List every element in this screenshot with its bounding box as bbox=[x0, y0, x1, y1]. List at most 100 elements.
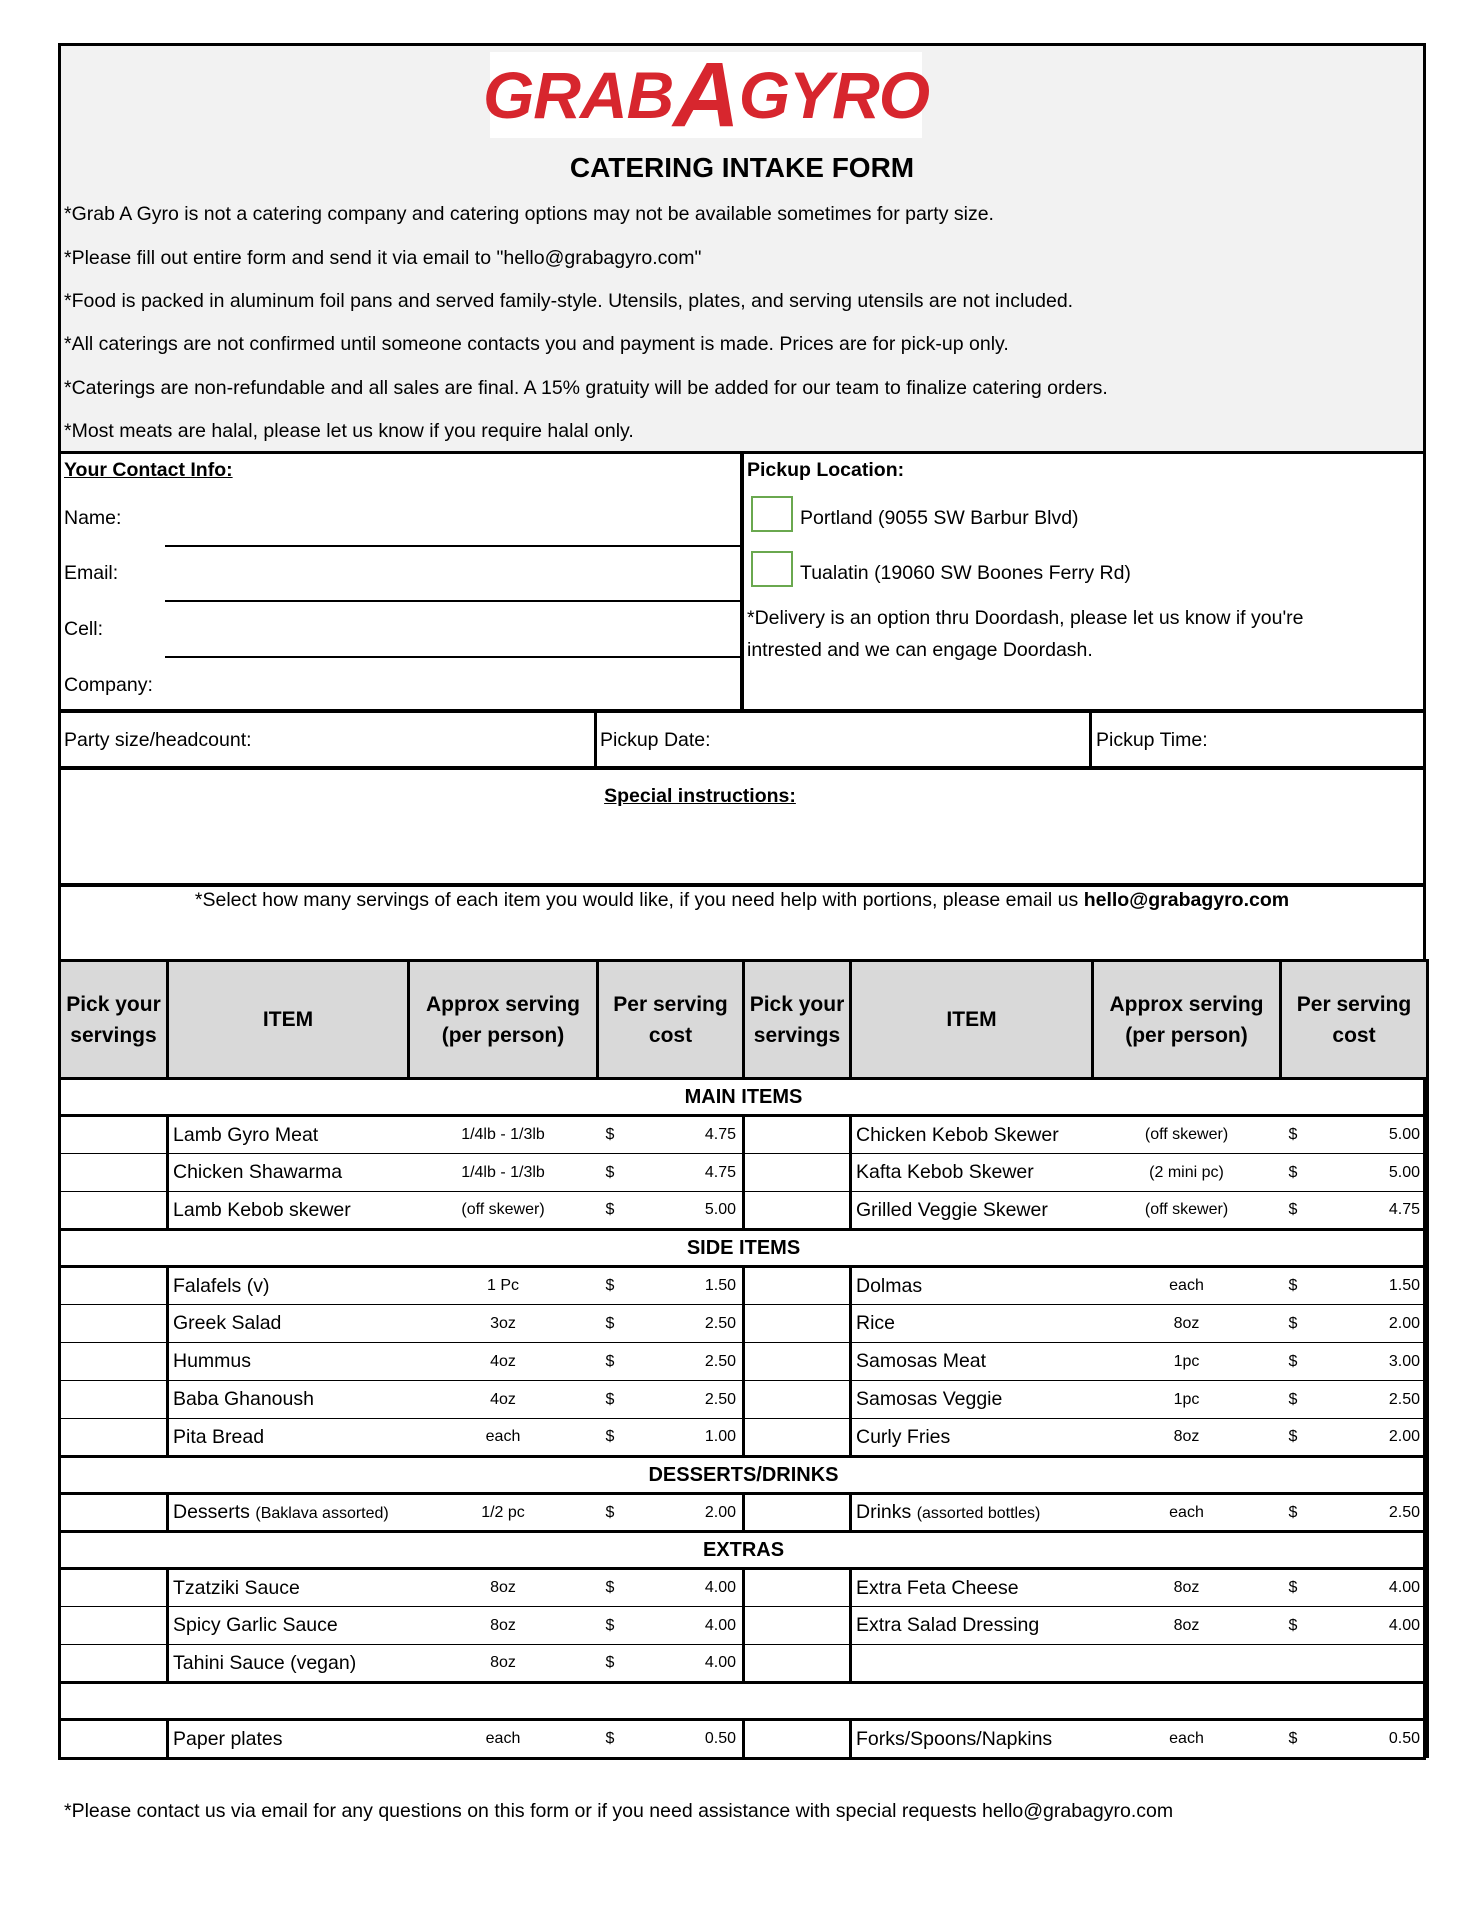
cost: 1.50 bbox=[637, 1266, 744, 1305]
pickup-heading: Pickup Location: bbox=[747, 459, 905, 481]
section-header: MAIN ITEMS bbox=[58, 1077, 1429, 1117]
servings-input[interactable] bbox=[742, 1493, 852, 1532]
item-name: Grilled Veggie Skewer bbox=[850, 1191, 1093, 1230]
table-row: Greek Salad 3oz $2.50 Rice 8oz $2.00 bbox=[58, 1304, 1429, 1343]
servings-input[interactable] bbox=[58, 1568, 169, 1607]
table-row: Tzatziki Sauce 8oz $4.00 Extra Feta Cheese 8… bbox=[58, 1568, 1429, 1607]
cost: 4.00 bbox=[1320, 1606, 1429, 1645]
servings-input[interactable] bbox=[742, 1380, 852, 1419]
divider bbox=[1089, 711, 1092, 768]
cost: 0.50 bbox=[637, 1719, 744, 1758]
approx-serving: 1pc bbox=[1092, 1380, 1281, 1419]
servings-input[interactable] bbox=[58, 1153, 169, 1192]
approx-serving: each bbox=[1092, 1719, 1281, 1758]
cost: 2.50 bbox=[1320, 1493, 1429, 1532]
cost: 2.00 bbox=[1320, 1418, 1429, 1457]
servings-input[interactable] bbox=[58, 1493, 169, 1532]
cost: 4.75 bbox=[1320, 1191, 1429, 1230]
name-field[interactable] bbox=[165, 545, 740, 547]
item-name: Chicken Kebob Skewer bbox=[850, 1115, 1093, 1154]
item-name: Forks/Spoons/Napkins bbox=[850, 1719, 1093, 1758]
page-title: CATERING INTAKE FORM bbox=[569, 152, 915, 183]
item-name: Falafels (v) bbox=[167, 1266, 409, 1305]
servings-input[interactable] bbox=[742, 1342, 852, 1381]
servings-input[interactable] bbox=[742, 1304, 852, 1343]
currency: $ bbox=[1280, 1266, 1321, 1305]
header-item: ITEM bbox=[849, 959, 1094, 1080]
name-label: Name: bbox=[64, 507, 122, 529]
cost: 1.50 bbox=[1320, 1266, 1429, 1305]
cost: 5.00 bbox=[1320, 1153, 1429, 1192]
cost: 2.50 bbox=[637, 1304, 744, 1343]
item-name: Samosas Veggie bbox=[850, 1380, 1093, 1419]
servings-input[interactable] bbox=[58, 1606, 169, 1645]
servings-input[interactable] bbox=[58, 1418, 169, 1457]
servings-input[interactable] bbox=[58, 1191, 169, 1230]
table-row: Paper plates each $0.50 Forks/Spoons/Napkin… bbox=[58, 1719, 1429, 1758]
approx-serving: (off skewer) bbox=[1092, 1115, 1281, 1154]
approx-serving: 1pc bbox=[1092, 1342, 1281, 1381]
servings-input[interactable] bbox=[742, 1606, 852, 1645]
pickup-time-field[interactable]: Pickup Time: bbox=[1096, 729, 1208, 751]
item-name: Kafta Kebob Skewer bbox=[850, 1153, 1093, 1192]
tualatin-checkbox[interactable] bbox=[751, 551, 793, 587]
cost: 4.75 bbox=[637, 1115, 744, 1154]
table-row: Spicy Garlic Sauce 8oz $4.00 Extra Salad Dr… bbox=[58, 1606, 1429, 1645]
table-row: Falafels (v) 1 Pc $1.50 Dolmas each $1.50 bbox=[58, 1266, 1429, 1305]
servings-input[interactable] bbox=[742, 1153, 852, 1192]
approx-serving: 8oz bbox=[1092, 1304, 1281, 1343]
servings-input[interactable] bbox=[742, 1418, 852, 1457]
item-name: Samosas Meat bbox=[850, 1342, 1093, 1381]
servings-input[interactable] bbox=[58, 1342, 169, 1381]
item-name: Hummus bbox=[167, 1342, 409, 1381]
servings-input[interactable] bbox=[742, 1644, 852, 1683]
currency: $ bbox=[1280, 1304, 1321, 1343]
tualatin-label: Tualatin (19060 SW Boones Ferry Rd) bbox=[800, 562, 1131, 584]
cost: 4.00 bbox=[637, 1606, 744, 1645]
servings-input[interactable] bbox=[58, 1304, 169, 1343]
currency: $ bbox=[1280, 1606, 1321, 1645]
servings-input[interactable] bbox=[742, 1115, 852, 1154]
servings-input[interactable] bbox=[58, 1719, 169, 1758]
item-name: Pita Bread bbox=[167, 1418, 409, 1457]
approx-serving: 8oz bbox=[1092, 1606, 1281, 1645]
item-name: Lamb Kebob skewer bbox=[167, 1191, 409, 1230]
servings-input[interactable] bbox=[58, 1380, 169, 1419]
currency: $ bbox=[597, 1493, 638, 1532]
divider bbox=[58, 883, 1426, 887]
portland-checkbox[interactable] bbox=[751, 496, 793, 532]
email-field[interactable] bbox=[165, 600, 740, 602]
servings-input[interactable] bbox=[58, 1115, 169, 1154]
header-cost: Per serving cost bbox=[596, 959, 745, 1080]
servings-input[interactable] bbox=[58, 1644, 169, 1683]
headcount-field[interactable]: Party size/headcount: bbox=[64, 729, 252, 751]
note: *Please fill out entire form and send it… bbox=[64, 247, 702, 269]
cost: 3.00 bbox=[1320, 1342, 1429, 1381]
cost: 4.00 bbox=[637, 1568, 744, 1607]
special-instructions-label: Special instructions: bbox=[604, 785, 796, 807]
cell-field[interactable] bbox=[165, 656, 740, 658]
approx-serving: (2 mini pc) bbox=[1092, 1153, 1281, 1192]
item-name: Greek Salad bbox=[167, 1304, 409, 1343]
cost: 4.75 bbox=[637, 1153, 744, 1192]
servings-input[interactable] bbox=[742, 1266, 852, 1305]
servings-input[interactable] bbox=[742, 1719, 852, 1758]
servings-input[interactable] bbox=[58, 1266, 169, 1305]
pickup-date-field[interactable]: Pickup Date: bbox=[600, 729, 711, 751]
item-name: Lamb Gyro Meat bbox=[167, 1115, 409, 1154]
approx-serving: 3oz bbox=[408, 1304, 598, 1343]
divider bbox=[58, 709, 1426, 713]
servings-input[interactable] bbox=[742, 1191, 852, 1230]
currency: $ bbox=[597, 1115, 638, 1154]
servings-input[interactable] bbox=[742, 1568, 852, 1607]
special-instructions-field[interactable] bbox=[61, 800, 1423, 882]
cost: 2.00 bbox=[1320, 1304, 1429, 1343]
cost: 5.00 bbox=[1320, 1115, 1429, 1154]
currency: $ bbox=[597, 1380, 638, 1419]
item-name: Curly Fries bbox=[850, 1418, 1093, 1457]
cost: 2.50 bbox=[637, 1342, 744, 1381]
currency: $ bbox=[1280, 1719, 1321, 1758]
approx-serving: each bbox=[408, 1418, 598, 1457]
approx-serving: each bbox=[1092, 1493, 1281, 1532]
approx-serving: 8oz bbox=[408, 1568, 598, 1607]
